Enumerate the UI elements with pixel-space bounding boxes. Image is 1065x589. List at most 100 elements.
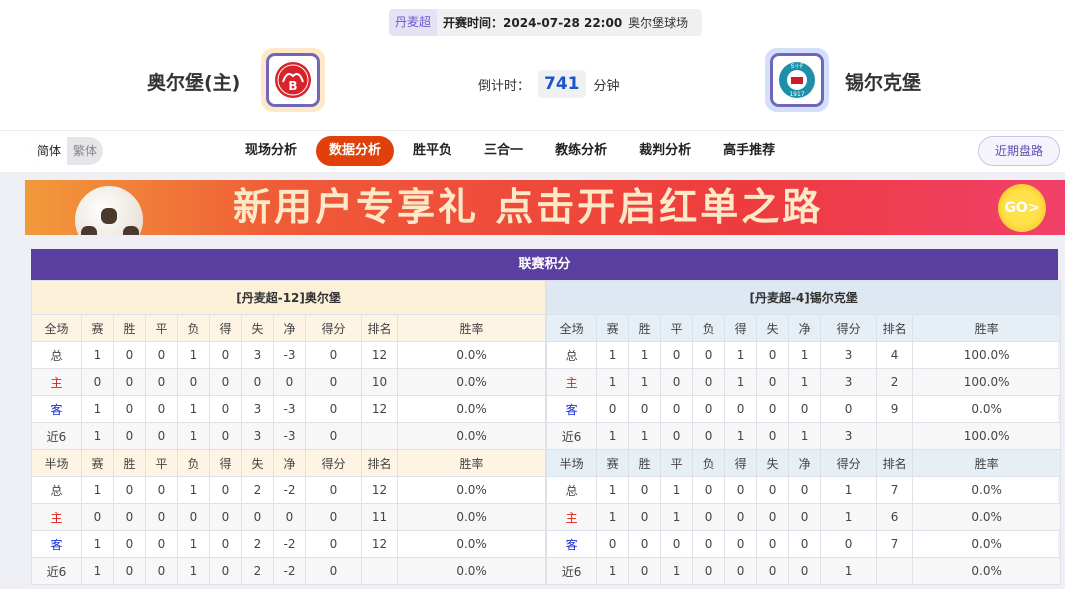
stat-cell: 0 bbox=[113, 395, 146, 423]
stat-cell: 0.0% bbox=[912, 557, 1062, 585]
stat-cell: 0 bbox=[305, 503, 362, 531]
column-header: 赛 bbox=[596, 314, 630, 342]
stat-cell: 9 bbox=[876, 395, 914, 423]
stat-cell: 0 bbox=[273, 503, 306, 531]
column-header: 排名 bbox=[361, 449, 398, 477]
stat-cell: 0 bbox=[209, 503, 242, 531]
stat-cell: 7 bbox=[876, 476, 914, 504]
home-team-logo[interactable]: B bbox=[261, 48, 325, 112]
row-label: 总 bbox=[31, 476, 82, 504]
column-header: 得 bbox=[724, 449, 758, 477]
row-label: 主 bbox=[31, 368, 82, 396]
stat-cell: 0 bbox=[273, 368, 306, 396]
analysis-tabs: 现场分析 数据分析 胜平负 三合一 教练分析 裁判分析 高手推荐 bbox=[232, 136, 794, 166]
column-header: 胜率 bbox=[396, 314, 547, 342]
stat-cell: 0 bbox=[628, 395, 662, 423]
column-header-row: 半场赛胜平负得失净得分 排名 胜率 bbox=[31, 449, 547, 477]
stat-cell: 3 bbox=[820, 368, 878, 396]
row-label: 近6 bbox=[546, 557, 598, 585]
away-team-logo[interactable]: S·I·F 1917 bbox=[765, 48, 829, 112]
column-header: 排名 bbox=[361, 314, 398, 342]
stat-cell: 0 bbox=[113, 341, 146, 369]
stat-cell: 0.0% bbox=[912, 530, 1062, 558]
stat-cell: 3 bbox=[241, 341, 274, 369]
stat-cell: 1 bbox=[788, 422, 822, 450]
stat-cell: 0 bbox=[177, 368, 210, 396]
svg-text:1917: 1917 bbox=[789, 91, 804, 98]
stat-cell: 0 bbox=[113, 422, 146, 450]
stat-cell: 0 bbox=[209, 530, 242, 558]
lang-simplified[interactable]: 简体 bbox=[31, 137, 68, 165]
tab-2[interactable]: 胜平负 bbox=[413, 143, 453, 158]
go-button[interactable]: GO> bbox=[998, 184, 1046, 232]
stat-cell: 0 bbox=[628, 476, 662, 504]
stat-cell: 0 bbox=[145, 557, 178, 585]
column-header: 得分 bbox=[305, 449, 362, 477]
stat-cell: 1 bbox=[660, 503, 694, 531]
stat-cell: 4 bbox=[876, 341, 914, 369]
stat-cell: -2 bbox=[273, 530, 306, 558]
stat-cell: 1 bbox=[724, 422, 758, 450]
tab-3[interactable]: 三合一 bbox=[484, 143, 524, 158]
tab-6[interactable]: 高手推荐 bbox=[723, 143, 776, 158]
column-header: 赛 bbox=[596, 449, 630, 477]
team-standings-title: [丹麦超-4]锡尔克堡 bbox=[546, 280, 1062, 315]
stat-cell: 1 bbox=[820, 503, 878, 531]
league-badge[interactable]: 丹麦超 bbox=[389, 9, 438, 36]
tab-5[interactable]: 裁判分析 bbox=[639, 143, 692, 158]
tab-0[interactable]: 现场分析 bbox=[245, 143, 298, 158]
stat-cell bbox=[361, 557, 398, 585]
stat-cell bbox=[876, 422, 914, 450]
away-team-name[interactable]: 锡尔克堡 bbox=[845, 72, 922, 94]
stat-cell: 0 bbox=[145, 395, 178, 423]
away-standings-table: [丹麦超-4]锡尔克堡 全场赛胜平负得失净得分 排名 胜率总 1 1 0 0 1 0 1 3 4 100.… bbox=[546, 280, 1062, 585]
stat-cell: 0 bbox=[756, 557, 790, 585]
stat-cell: 0.0% bbox=[396, 395, 547, 423]
lang-traditional[interactable]: 繁体 bbox=[73, 144, 98, 158]
svg-text:S·I·F: S·I·F bbox=[791, 63, 804, 70]
stat-cell: 0 bbox=[81, 503, 114, 531]
column-header: 负 bbox=[692, 314, 726, 342]
column-header: 净 bbox=[788, 314, 822, 342]
row-label: 客 bbox=[31, 395, 82, 423]
table-row: 主 1 0 1 0 0 0 0 1 6 0.0% bbox=[546, 503, 1062, 531]
row-label: 客 bbox=[546, 530, 598, 558]
stat-cell: 0.0% bbox=[396, 341, 547, 369]
stat-cell: 0 bbox=[660, 530, 694, 558]
stat-cell: 0 bbox=[660, 422, 694, 450]
column-header: 胜率 bbox=[912, 314, 1062, 342]
column-header: 净 bbox=[273, 314, 306, 342]
stat-cell: 1 bbox=[724, 368, 758, 396]
table-row: 主 0 0 0 0 0 0 0 0 11 0.0% bbox=[31, 503, 547, 531]
column-header: 失 bbox=[241, 314, 274, 342]
column-header: 负 bbox=[177, 449, 210, 477]
table-row: 主 1 1 0 0 1 0 1 3 2 100.0% bbox=[546, 368, 1062, 396]
stat-cell: 0 bbox=[628, 530, 662, 558]
promo-banner[interactable]: 新用户专享礼 点击开启红单之路 GO> bbox=[25, 180, 1065, 235]
column-header: 平 bbox=[660, 314, 694, 342]
stat-cell: 0 bbox=[177, 503, 210, 531]
stat-cell: 0 bbox=[660, 341, 694, 369]
stat-cell: 0 bbox=[692, 422, 726, 450]
countdown: 倒计时： 741 分钟 bbox=[478, 70, 620, 98]
stat-cell: 1 bbox=[596, 503, 630, 531]
stat-cell: 3 bbox=[820, 341, 878, 369]
stat-cell: 1 bbox=[596, 557, 630, 585]
column-header: 得 bbox=[209, 449, 242, 477]
table-row: 总 1 1 0 0 1 0 1 3 4 100.0% bbox=[546, 341, 1062, 369]
stat-cell: -2 bbox=[273, 476, 306, 504]
home-standings-table: [丹麦超-12]奥尔堡 全场赛胜平负得失净得分 排名 胜率总 1 0 0 1 0 3 -3 0 12 0.… bbox=[30, 280, 547, 585]
stat-cell: 3 bbox=[241, 422, 274, 450]
tab-4[interactable]: 教练分析 bbox=[555, 143, 608, 158]
column-header: 净 bbox=[788, 449, 822, 477]
stat-cell: 0.0% bbox=[396, 368, 547, 396]
stat-cell: 0 bbox=[820, 530, 878, 558]
home-team-name[interactable]: 奥尔堡(主) bbox=[147, 72, 241, 94]
stat-cell: 1 bbox=[177, 557, 210, 585]
column-header: 赛 bbox=[81, 314, 114, 342]
stat-cell: 0 bbox=[692, 530, 726, 558]
tab-1[interactable]: 数据分析 bbox=[316, 136, 395, 166]
stat-cell: 1 bbox=[724, 341, 758, 369]
recent-odds-button[interactable]: 近期盘路 bbox=[978, 136, 1060, 166]
match-info: 丹麦超 开赛时间：2024-07-28 22:00 奥尔堡球场 bbox=[389, 9, 703, 36]
